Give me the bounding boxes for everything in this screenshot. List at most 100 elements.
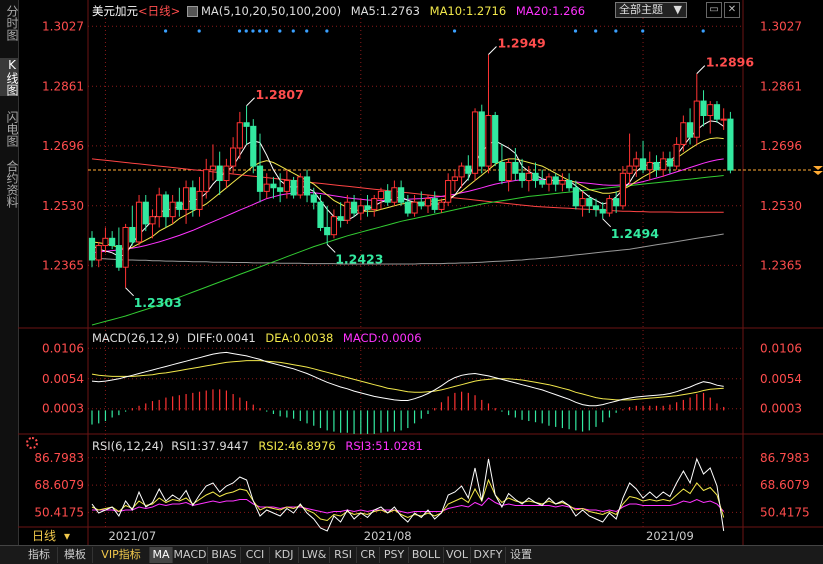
indicator-tab-15[interactable]: 设置 (505, 547, 536, 563)
macd-dea-line (91, 360, 724, 401)
rsi2-value: RSI2:46.8976 (258, 439, 336, 453)
candle-body (613, 198, 620, 207)
candle-body (606, 198, 613, 214)
candle-body (619, 172, 626, 207)
signal-dot (641, 29, 645, 33)
grid-lines (18, 0, 823, 545)
candle-body (599, 208, 606, 214)
date-tick-label: 2021/07 (108, 529, 156, 543)
dropdown-arrow-icon: ▾ (64, 529, 71, 543)
period-label: 日线 (32, 529, 57, 543)
tab-kline[interactable]: K线图 (0, 58, 19, 96)
rsi-params: RSI(6,12,24) (92, 439, 164, 453)
candle-body (478, 111, 485, 167)
tab-flash[interactable]: 闪电图 (5, 111, 19, 147)
indicator-tab-3[interactable]: MA (149, 547, 172, 563)
rsi-panel (91, 457, 725, 532)
period-tag[interactable]: <日线> (138, 4, 181, 18)
candle-body (142, 201, 149, 225)
indicator-tab-8[interactable]: LW& (298, 547, 329, 563)
period-button[interactable]: 日线 ▾ (18, 528, 90, 545)
candle-body (572, 187, 579, 207)
candle-body (532, 172, 539, 182)
candle-body (391, 187, 398, 203)
signal-dot (325, 29, 329, 33)
candle-body (102, 237, 109, 247)
candle-body (418, 201, 425, 207)
annotation-pointer (696, 65, 706, 74)
candle-body (135, 201, 143, 243)
indicator-tab-11[interactable]: PSY (379, 547, 408, 563)
indicator-tab-2[interactable]: VIP指标 (92, 547, 149, 563)
candle-body (539, 180, 546, 185)
indicator-tab-7[interactable]: KDJ (269, 547, 298, 563)
ma100-line (91, 158, 724, 213)
indicator-tab-9[interactable]: RSI (329, 547, 356, 563)
indicator-tab-13[interactable]: VOL (443, 547, 470, 563)
signal-dot (258, 29, 262, 33)
signal-dot (452, 29, 457, 33)
tab-contract-info[interactable]: 合约资料 (5, 160, 19, 208)
signal-dot (251, 29, 255, 33)
price-tick-label-right: 1.2861 (760, 79, 802, 93)
rsi3-line (92, 497, 725, 514)
rsi-tick-label-right: 50.4175 (760, 505, 810, 519)
low-annotation: 1.2423 (335, 251, 383, 266)
candle-body (559, 180, 566, 185)
macd-tick-label-left: 0.0003 (42, 402, 84, 416)
candle-body (727, 118, 734, 171)
candle-body (686, 122, 694, 138)
signal-dot (237, 29, 242, 33)
candlestick-series (88, 54, 734, 288)
macd-tick-label-left: 0.0054 (42, 372, 84, 386)
candle-body (169, 201, 176, 218)
candle-body (256, 165, 264, 192)
indicator-tab-5[interactable]: BIAS (207, 547, 240, 563)
indicator-tab-10[interactable]: CR (356, 547, 379, 563)
chart-canvas[interactable]: 1.2303 1.2807 1.2423 1.2949 1.2494 1.2896 1.3… (18, 0, 823, 545)
ma-legend: 美元加元<日线> MA(5,10,20,50,100,200) MA5:1.27… (92, 3, 585, 19)
signal-dot (594, 29, 598, 33)
indicator-tab-0[interactable]: 指标 (28, 548, 50, 561)
candle-body (310, 194, 317, 203)
price-tick-label-right: 1.2365 (760, 258, 802, 272)
close-window-button[interactable]: ✕ (724, 2, 740, 18)
indicator-tab-6[interactable]: CCI (240, 547, 269, 563)
candle-body (680, 122, 687, 145)
candle-body (364, 205, 371, 210)
candle-body (129, 226, 136, 243)
candle-body (666, 158, 674, 167)
macd-legend: MACD(26,12,9) DIFF:0.0041 DEA:0.0038 MAC… (92, 331, 422, 345)
candle-body (465, 165, 472, 174)
indicator-tab-12[interactable]: BOLL (408, 547, 443, 563)
candle-body (411, 201, 418, 214)
candle-body (525, 172, 532, 182)
candle-body (290, 180, 297, 196)
tab-timeshare[interactable]: 分时图 (5, 5, 19, 41)
candle-body (283, 180, 290, 192)
candle-body (660, 158, 667, 171)
candle-body (424, 198, 432, 207)
candle-body (344, 201, 351, 221)
signal-dot (291, 29, 295, 33)
high-annotation: 1.2949 (497, 35, 545, 50)
annotation-pointer (246, 97, 255, 107)
candle-body (182, 187, 190, 210)
restore-window-button[interactable]: ▭ (706, 2, 722, 18)
date-tick-label: 2021/09 (646, 529, 694, 543)
candle-body (371, 198, 378, 210)
rsi-tick-label-left: 86.7983 (34, 451, 84, 465)
settings-box-icon[interactable] (186, 6, 198, 17)
indicator-tab-4[interactable]: MACD (172, 547, 207, 563)
signal-dot (305, 29, 309, 33)
panel-settings-icon[interactable] (26, 437, 38, 449)
signal-dot (197, 29, 201, 33)
indicator-tab-1[interactable]: 模板 (57, 547, 92, 563)
indicator-tab-14[interactable]: DXFY (470, 547, 505, 563)
theme-dropdown[interactable]: 全部主题 ▼ (615, 2, 687, 18)
price-tick-label-right: 1.2696 (760, 139, 802, 153)
signal-dot (164, 29, 168, 33)
candle-body (518, 172, 526, 182)
candle-body (566, 180, 573, 189)
candle-body (653, 161, 660, 171)
